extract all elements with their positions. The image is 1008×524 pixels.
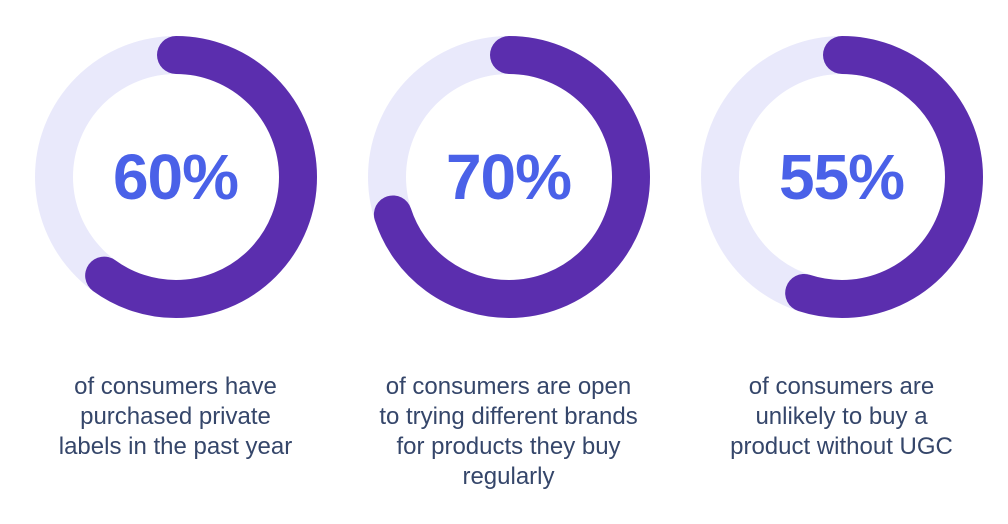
- donut-arc: [700, 36, 983, 318]
- donut-chart: 55%: [700, 36, 983, 318]
- donut-value-label: 55%: [778, 141, 905, 213]
- donut-svg: [367, 36, 650, 318]
- donut-value-label: 60%: [112, 141, 239, 213]
- donut-caption: of consumers are open to trying differen…: [379, 373, 638, 490]
- donut-chart: 70%: [367, 36, 650, 318]
- donut-caption: of consumers are unlikely to buy a produ…: [730, 373, 953, 460]
- donut-arc: [34, 36, 317, 318]
- stat-ugc-purchase: 55% of consumers are unlikely to buy a p…: [675, 36, 1008, 492]
- ugc-stats-infographic: 60% of consumers have purchased private …: [9, 36, 1008, 492]
- donut-chart: 60%: [34, 36, 317, 318]
- donut-svg: [34, 36, 317, 318]
- donut-caption: of consumers have purchased private labe…: [58, 373, 293, 460]
- donut-value-label: 70%: [445, 141, 572, 213]
- stat-private-labels: 60% of consumers have purchased private …: [9, 36, 342, 492]
- donut-arc: [367, 36, 650, 318]
- donut-svg: [700, 36, 983, 318]
- stat-trying-brands: 70% of consumers are open to trying diff…: [342, 36, 675, 492]
